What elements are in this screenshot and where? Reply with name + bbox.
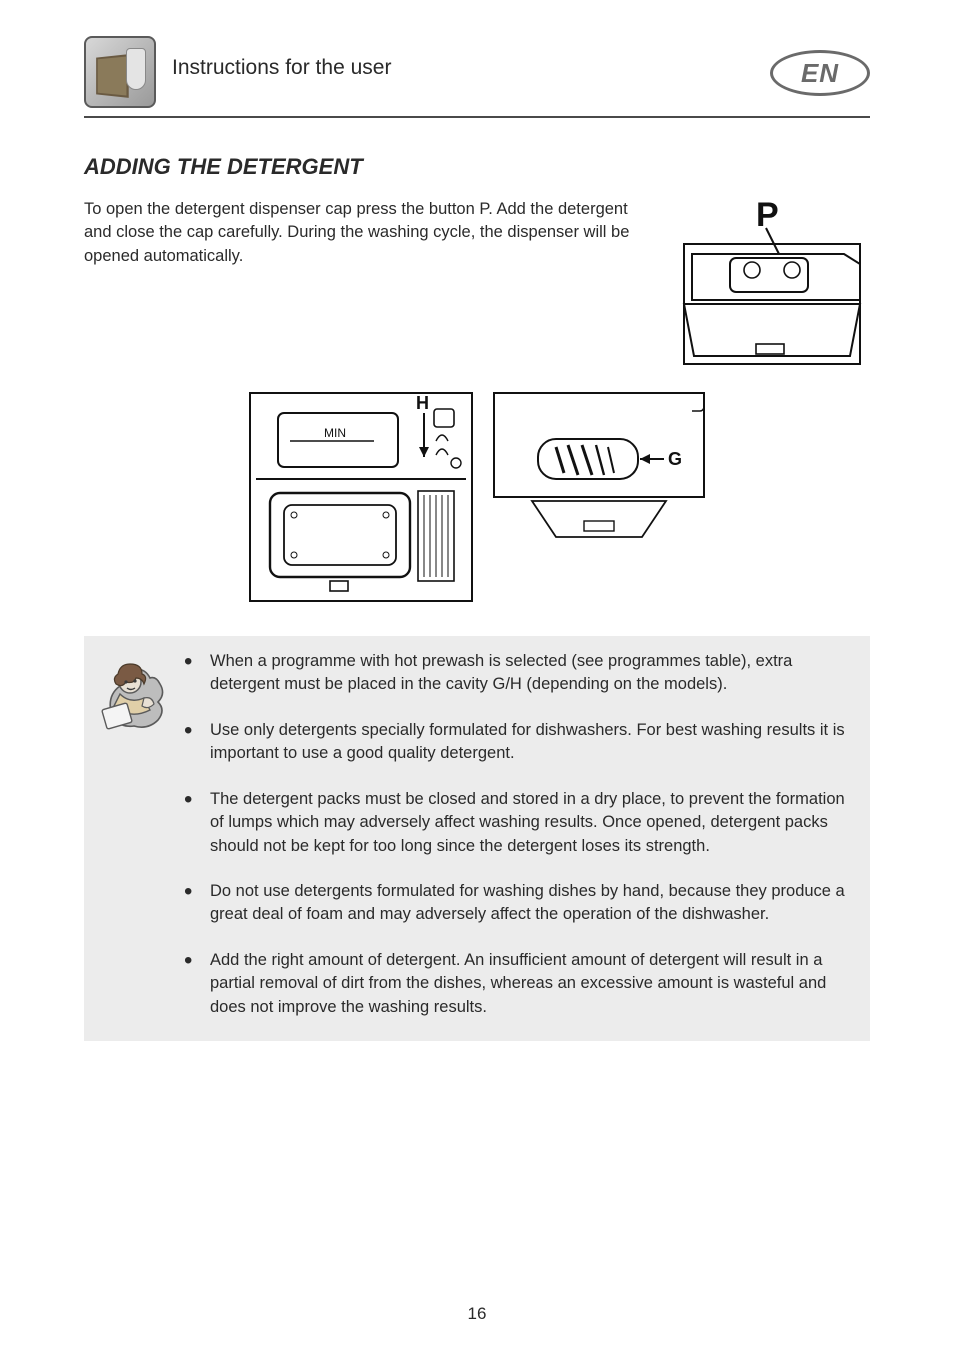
intro-paragraph: To open the detergent dispenser cap pres… (84, 198, 650, 268)
dishwasher-icon (84, 36, 156, 108)
figure-p: P (674, 198, 870, 379)
header-left: Instructions for the user (84, 36, 391, 108)
tip-bullet-list: When a programme with hot prewash is sel… (172, 650, 852, 1019)
header-title: Instructions for the user (172, 36, 391, 81)
figure-h: MIN H (248, 391, 474, 608)
list-item: The detergent packs must be closed and s… (180, 788, 852, 858)
tip-callout: When a programme with hot prewash is sel… (84, 636, 870, 1041)
list-item: Add the right amount of detergent. An in… (180, 949, 852, 1019)
page-number: 16 (0, 1304, 954, 1324)
page-container: Instructions for the user EN ADDING THE … (0, 0, 954, 1352)
language-badge-text: EN (801, 58, 839, 89)
list-item: Do not use detergents formulated for was… (180, 880, 852, 927)
intro-row: To open the detergent dispenser cap pres… (84, 198, 870, 379)
tip-person-icon (94, 650, 172, 739)
figure-h-label: H (416, 393, 429, 413)
list-item: When a programme with hot prewash is sel… (180, 650, 852, 697)
page-header: Instructions for the user EN (84, 36, 870, 108)
figure-g: G (492, 391, 706, 546)
section-title: ADDING THE DETERGENT (84, 154, 870, 180)
list-item: Use only detergents specially formulated… (180, 719, 852, 766)
figure-row: MIN H (84, 391, 870, 608)
language-badge: EN (770, 50, 870, 96)
figure-g-label: G (668, 449, 682, 469)
header-divider (84, 116, 870, 118)
svg-text:MIN: MIN (324, 426, 346, 440)
